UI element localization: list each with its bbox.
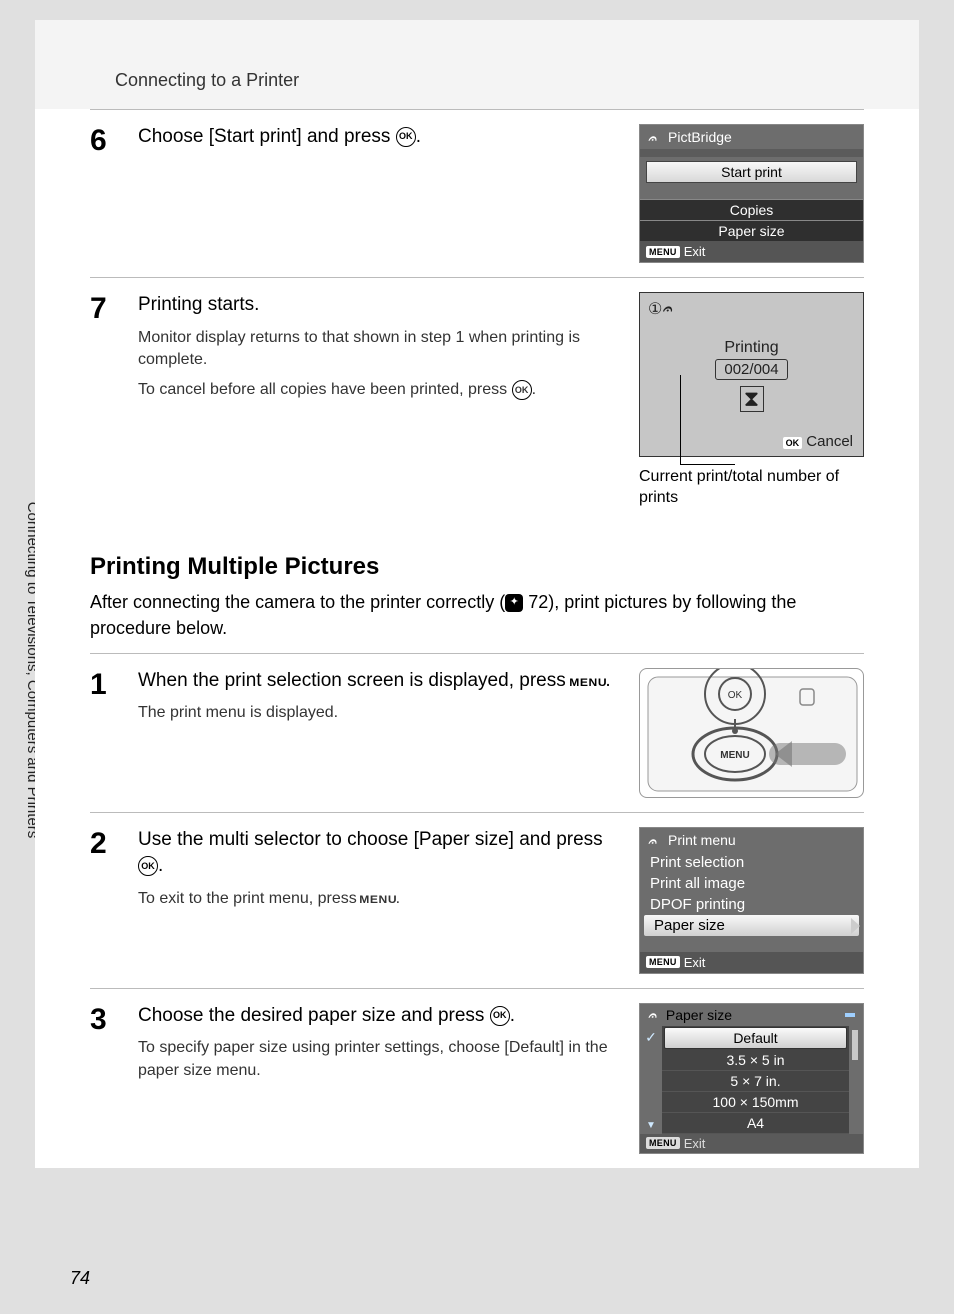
step-title: Choose the desired paper size and press … [138,1003,621,1030]
step-number: 6 [90,124,120,156]
text: . [416,126,421,147]
text: Choose the desired paper size and press [138,1005,490,1026]
page-ref: 72 [528,592,548,612]
left-gutter: ✓ ▼ [640,1026,662,1134]
text: After connecting the camera to the print… [90,592,505,612]
lcd-footer: MENU Exit [640,952,863,973]
camera-diagram: OK MENU [639,668,864,798]
step-1: 1 When the print selection screen is dis… [90,653,864,812]
step-desc: The print menu is displayed. [138,702,621,724]
reference-icon: ✦ [505,594,523,612]
scrollbar-thumb [852,1030,858,1060]
pictbridge-screen: 𝄐 PictBridge Start print Copies Paper si… [639,124,864,263]
scroll-indicator-icon [845,1013,855,1017]
step-desc: Monitor display returns to that shown in… [138,327,621,372]
step-number: 2 [90,827,120,859]
step-6: 6 Choose [Start print] and press OK. 𝄐 P… [90,109,864,277]
paper-size-option: A4 [662,1113,849,1134]
lcd-header: 𝄐 Print menu [640,828,863,852]
text: When the print selection screen is displ… [138,670,571,691]
menu-item: Print all image [640,873,863,894]
menu-item: DPOF printing [640,894,863,915]
ok-icon: OK [396,127,416,147]
down-arrow-icon: ▼ [646,1120,656,1131]
menu-item-selected: Paper size [644,915,859,936]
paper-size-screen: 𝄐 Paper size ✓ ▼ Default 3.5 × 5 in 5 × … [639,1003,864,1154]
menu-chip-icon: MENU [646,246,680,258]
ok-icon: OK [138,856,158,876]
step-number: 3 [90,1003,120,1035]
lcd-header: 𝄐 Paper size [640,1004,863,1026]
text: . [158,855,163,876]
menu-item: Print selection [640,852,863,873]
text: . [532,381,536,398]
ok-dial-label: OK [728,690,743,701]
step-desc: To exit to the print menu, press MENU. [138,888,621,910]
figure-caption: Current print/total number of prints [639,467,864,509]
exit-label: Exit [684,1136,706,1151]
wrench-icon: 𝄐 [648,130,662,144]
paper-size-option: 5 × 7 in. [662,1071,849,1092]
lcd-item-start-print: Start print [646,161,857,183]
lcd-title: PictBridge [668,129,732,145]
menu-chip-icon: MENU [646,1137,680,1149]
paper-size-option-selected: Default [664,1027,847,1049]
text: . [510,1005,515,1026]
section-paragraph: After connecting the camera to the print… [90,589,864,641]
step-desc: To cancel before all copies have been pr… [138,379,621,401]
step-title: Use the multi selector to choose [Paper … [138,827,621,880]
lcd-item-paper: Paper size [640,220,863,241]
manual-page: Connecting to a Printer 6 Choose [Start … [35,20,919,1168]
step-number: 7 [90,292,120,324]
section-heading: Printing Multiple Pictures [90,553,864,581]
lcd-title: Print menu [668,832,736,848]
step-desc: To specify paper size using printer sett… [138,1037,621,1082]
ok-icon: OK [512,380,532,400]
ok-icon: OK [490,1006,510,1026]
menu-chip-icon: MENU [646,956,680,968]
lcd-footer: MENU Exit [640,241,863,262]
cancel-label: Cancel [806,433,853,450]
lcd-item-copies: Copies [640,199,863,220]
step-3: 3 Choose the desired paper size and pres… [90,988,864,1168]
printing-label: Printing [640,339,863,357]
menu-text-icon: MENU [569,676,607,691]
wrench-icon: 𝄐 [648,1007,662,1021]
step-2: 2 Use the multi selector to choose [Pape… [90,812,864,988]
check-icon: ✓ [645,1029,657,1046]
text: To cancel before all copies have been pr… [138,381,512,398]
exit-label: Exit [684,244,706,259]
page-number: 74 [70,1268,90,1289]
step-title: When the print selection screen is displ… [138,668,621,695]
step-title: Choose [Start print] and press OK. [138,124,621,151]
wrench-icon: 𝄐 [648,833,662,847]
lcd-title: Paper size [666,1007,732,1023]
paper-size-option: 100 × 150mm [662,1092,849,1113]
step-title: Printing starts. [138,292,621,319]
scrollbar [849,1026,863,1134]
lcd-header: 𝄐 PictBridge [640,125,863,149]
printing-screen: ①𝄐 Printing 002/004 ⧗ OK Cancel [639,292,864,457]
paper-size-option: 3.5 × 5 in [662,1050,849,1071]
hourglass-icon: ⧗ [740,386,764,412]
text: To exit to the print menu, press [138,890,361,907]
print-menu-screen: 𝄐 Print menu Print selection Print all i… [639,827,864,974]
cancel-row: OK Cancel [783,433,853,450]
exit-label: Exit [684,955,706,970]
menu-button-label: MENU [720,750,749,761]
ok-chip-icon: OK [783,437,803,449]
screen-icons: ①𝄐 [640,293,863,325]
text: Choose [Start print] and press [138,126,396,147]
step-7: 7 Printing starts. Monitor display retur… [90,277,864,523]
lcd-footer: MENU Exit [640,1134,863,1153]
menu-text-icon: MENU [359,893,397,908]
page-header: Connecting to a Printer [35,20,919,109]
callout-line [680,375,735,465]
text: Use the multi selector to choose [Paper … [138,829,603,850]
step-number: 1 [90,668,120,700]
